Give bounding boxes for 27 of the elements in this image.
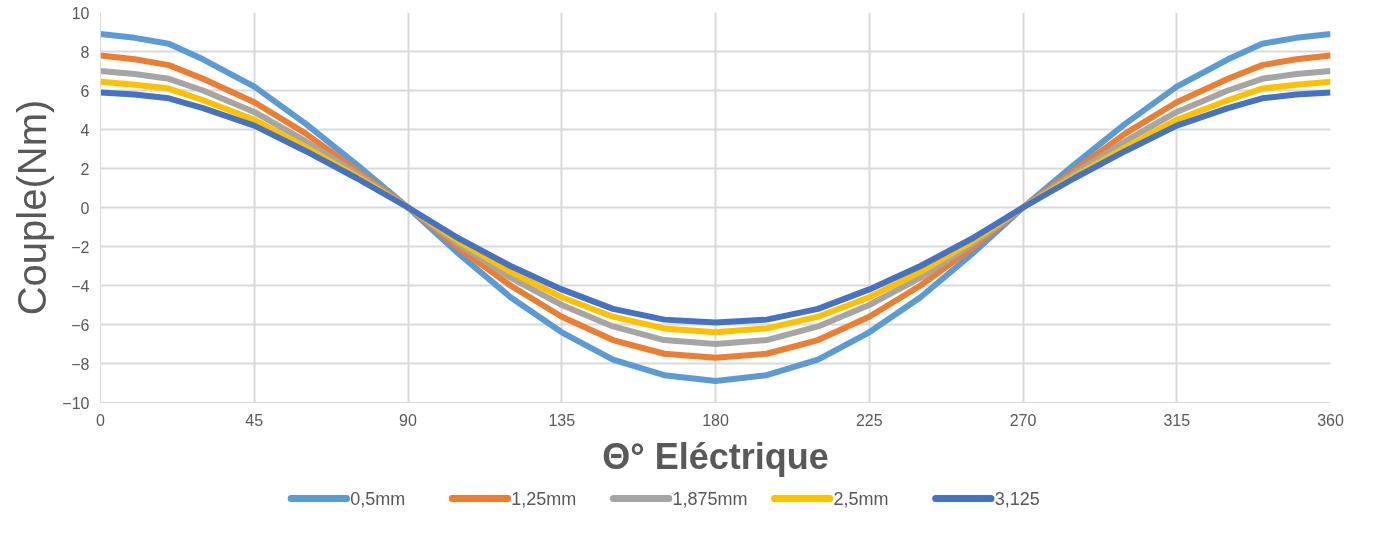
x-tick-label: 180	[702, 411, 729, 429]
y-tick-label: 10	[71, 4, 90, 22]
legend-label: 1,25mm	[511, 488, 577, 509]
y-tick-label: 8	[80, 43, 90, 61]
x-tick-label: 45	[245, 411, 264, 429]
y-tick-label: −10	[62, 394, 90, 412]
x-tick-label: 360	[1317, 411, 1344, 429]
x-tick-label: 90	[399, 411, 417, 429]
y-tick-label: 2	[80, 160, 90, 178]
y-tick-label: 6	[80, 82, 90, 100]
x-axis-title: Θ° Eléctrique	[602, 435, 829, 477]
y-tick-label: 4	[80, 121, 90, 139]
y-tick-label: −2	[71, 238, 90, 256]
y-tick-label: −6	[71, 316, 90, 334]
x-tick-label: 135	[548, 411, 576, 429]
x-tick-label: 315	[1163, 411, 1191, 429]
legend-label: 1,875mm	[672, 488, 748, 509]
y-tick-label: −8	[71, 355, 90, 373]
x-tick-label: 270	[1009, 411, 1037, 429]
y-axis-title: Couple(Nm)	[10, 99, 55, 316]
legend-label: 0,5mm	[350, 488, 406, 509]
y-tick-label: −4	[71, 277, 90, 295]
x-tick-label: 0	[96, 411, 106, 429]
x-tick-label: 225	[855, 411, 883, 429]
legend-label: 2,5mm	[833, 488, 889, 509]
legend-label: 3,125	[994, 489, 1040, 509]
y-tick-label: 0	[80, 199, 90, 217]
